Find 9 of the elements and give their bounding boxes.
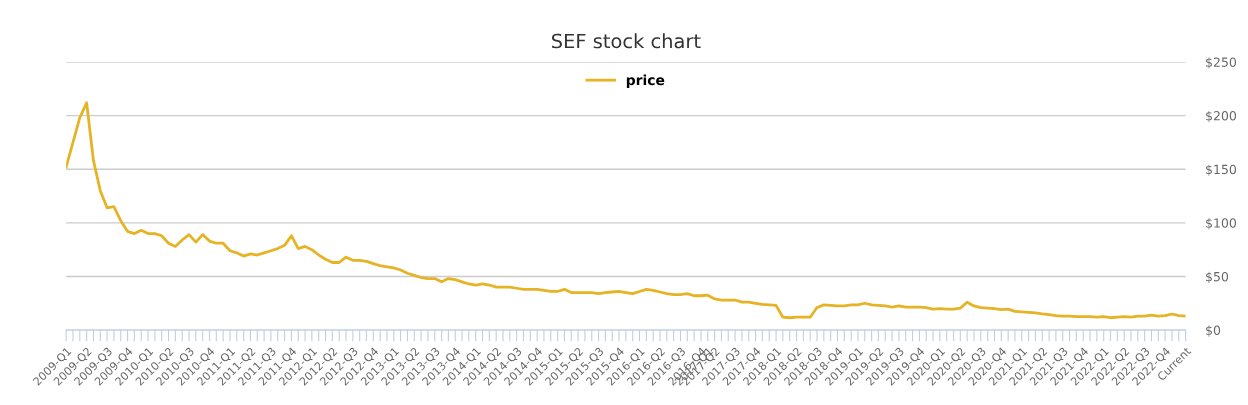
y-tick-label: $50: [1206, 271, 1229, 284]
legend-label: price: [626, 74, 665, 88]
y-tick-label: $200: [1206, 110, 1237, 123]
line-series: [66, 101, 1186, 320]
y-tick-label: $150: [1206, 164, 1237, 176]
y-tick-label: $0: [1206, 325, 1221, 337]
y-tick-label: $250: [1206, 57, 1237, 69]
y-tick-label: $100: [1206, 218, 1237, 230]
chart-title: SEF stock chart: [551, 33, 701, 49]
